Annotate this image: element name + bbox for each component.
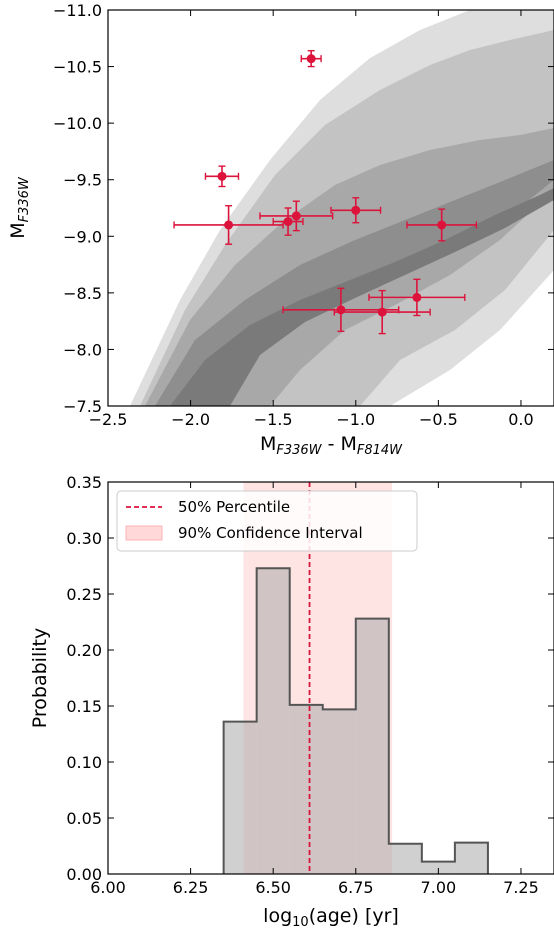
cmd-y-ticks: −11.0 −10.5 −10.0 −9.5 −9.0 −8.5 −8.0 −7.5 xyxy=(53,1,554,416)
cmd-panel: −2.5 −2.0 −1.5 −1.0 −0.5 0.0 −11.0−10.5−10.0−… xyxy=(7,1,554,458)
histogram-bar xyxy=(388,843,422,874)
cmd-axes-frame xyxy=(107,9,554,407)
histogram-bar xyxy=(256,568,290,874)
cmd-point-marker xyxy=(412,292,422,302)
cmd-point-marker xyxy=(351,205,361,215)
cmd-point-marker xyxy=(291,211,301,221)
histogram-bar xyxy=(322,709,356,874)
histogram-y-tick-label: 0.25 xyxy=(66,585,102,604)
model-density-contours xyxy=(130,10,554,406)
cmd-data-point xyxy=(333,289,431,335)
histogram-x-tick-label: 6.25 xyxy=(173,878,209,897)
histogram-x-tick-label: 6.75 xyxy=(338,878,374,897)
cmd-x-tick-label: 0.0 xyxy=(508,410,533,429)
cmd-x-tick-label: −1.0 xyxy=(336,410,375,429)
histogram-y-tick-label: 0.15 xyxy=(66,697,102,716)
cmd-data-point xyxy=(300,50,322,68)
cmd-data-points xyxy=(173,50,478,335)
cmd-data-point xyxy=(406,208,478,242)
density-contour-peak xyxy=(170,188,554,406)
cmd-y-tick-label: −10.0 xyxy=(53,114,102,133)
cmd-x-tick-label: −1.5 xyxy=(254,410,293,429)
histogram-y-ticks: 0.00 0.05 0.10 0.15 0.20 0.25 0.30 0.35 xyxy=(66,473,554,884)
cmd-y-tick-label: −10.5 xyxy=(53,58,102,77)
cmd-point-marker xyxy=(336,305,346,315)
histogram-axes-frame xyxy=(107,481,554,875)
cmd-x-axis-label: MF336W - MF814W xyxy=(260,433,403,458)
cmd-data-point xyxy=(259,200,334,232)
histogram-step-outline xyxy=(222,567,489,874)
histogram-x-tick-label: 7.25 xyxy=(503,878,539,897)
histogram-y-tick-label: 0.05 xyxy=(66,809,102,828)
histogram-bar xyxy=(223,721,257,874)
histogram-bar xyxy=(421,861,455,874)
histogram-y-tick-label: 0.00 xyxy=(66,865,102,884)
histogram-y-tick-label: 0.30 xyxy=(66,529,102,548)
cmd-data-point xyxy=(173,205,284,245)
cmd-y-tick-label: −7.5 xyxy=(63,397,102,416)
legend-median-label: 50% Percentile xyxy=(178,498,290,516)
histogram-bars xyxy=(222,567,489,874)
histogram-x-tick-label: 6.50 xyxy=(255,878,291,897)
cmd-x-ticks: −2.5 −2.0 −1.5 −1.0 −0.5 0.0 xyxy=(89,10,534,429)
histogram-y-axis-label: Probability xyxy=(29,628,51,728)
cmd-data-point xyxy=(272,207,304,236)
histogram-bar xyxy=(355,618,389,874)
histogram-x-tick-label: 7.00 xyxy=(421,878,457,897)
histogram-bar xyxy=(454,842,488,874)
cmd-x-tick-label: −2.0 xyxy=(171,410,210,429)
cmd-y-tick-label: −11.0 xyxy=(53,1,102,20)
cmd-point-marker xyxy=(283,217,293,227)
histogram-x-axis-label: log10(age) [yr] xyxy=(263,905,399,930)
legend-box xyxy=(116,490,418,552)
legend: 50% Percentile 90% Confidence Interval xyxy=(116,490,418,552)
legend-ci-swatch xyxy=(125,525,163,541)
histogram-x-ticks: 6.00 6.25 6.50 6.75 7.00 7.25 xyxy=(90,482,539,897)
cmd-x-tick-label: −2.5 xyxy=(89,410,128,429)
cmd-data-point xyxy=(368,278,466,317)
cmd-y-tick-label: −8.0 xyxy=(63,340,102,359)
histogram-y-tick-label: 0.20 xyxy=(66,641,102,660)
cmd-point-marker xyxy=(437,220,447,230)
cmd-point-marker xyxy=(224,220,234,230)
age-histogram-panel: 6.00 6.25 6.50 6.75 7.00 7.25 0.00 0.05 0.10 0.1… xyxy=(29,473,554,930)
histogram-y-tick-label: 0.35 xyxy=(66,473,102,492)
cmd-data-point xyxy=(204,165,240,188)
cmd-y-tick-label: −9.5 xyxy=(63,171,102,190)
cmd-point-marker xyxy=(377,307,387,317)
cmd-y-tick-label: −8.5 xyxy=(63,284,102,303)
cmd-point-marker xyxy=(217,171,227,181)
legend-ci-label: 90% Confidence Interval xyxy=(178,524,363,542)
histogram-y-tick-label: 0.10 xyxy=(66,753,102,772)
cmd-x-tick-label: −0.5 xyxy=(419,410,458,429)
cmd-y-tick-label: −9.0 xyxy=(63,227,102,246)
histogram-x-tick-label: 6.00 xyxy=(90,878,126,897)
cmd-y-axis-label: MF336W xyxy=(7,176,32,239)
histogram-bar xyxy=(289,704,323,874)
cmd-point-marker xyxy=(306,54,316,64)
cmd-data-point xyxy=(330,197,382,224)
